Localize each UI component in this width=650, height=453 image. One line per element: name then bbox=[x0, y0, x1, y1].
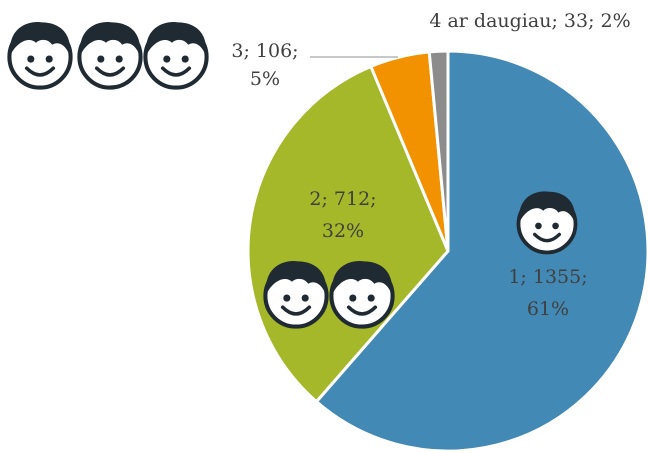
eye bbox=[535, 222, 542, 230]
smile bbox=[532, 232, 562, 243]
eye bbox=[349, 294, 357, 302]
smiley-icon bbox=[7, 21, 73, 90]
pie bbox=[246, 49, 650, 453]
hair bbox=[10, 21, 71, 55]
smiley-icon bbox=[263, 260, 329, 329]
smile bbox=[280, 305, 312, 316]
data-label: 2; 712; bbox=[309, 188, 376, 210]
data-label: 4 ar daugiau; 33; 2% bbox=[429, 10, 630, 32]
pie-slice bbox=[314, 49, 650, 453]
smile bbox=[160, 66, 192, 77]
smiley-icon bbox=[77, 21, 143, 90]
data-label: 5% bbox=[250, 68, 280, 90]
eye bbox=[552, 222, 559, 230]
smiley-icon bbox=[329, 260, 395, 329]
icons bbox=[7, 21, 578, 329]
pie-slice bbox=[427, 49, 450, 253]
data-label: 1; 1355; bbox=[508, 266, 587, 288]
smile bbox=[94, 66, 126, 77]
eye bbox=[283, 294, 291, 302]
eye bbox=[27, 55, 35, 63]
eye bbox=[181, 55, 189, 63]
data-label: 3; 106; bbox=[231, 40, 298, 62]
smiley-icon bbox=[516, 191, 578, 255]
data-label: 32% bbox=[322, 220, 364, 242]
smile bbox=[346, 305, 378, 316]
labels: 1; 1355; 61% 2; 712; 32% 3; 106; 5% 4 ar daugi… bbox=[231, 10, 630, 320]
eye bbox=[163, 55, 171, 63]
eye bbox=[367, 294, 375, 302]
hair bbox=[266, 260, 327, 294]
eye bbox=[115, 55, 123, 63]
hair bbox=[146, 21, 207, 55]
data-label: 61% bbox=[527, 298, 569, 320]
smiley-icon bbox=[143, 21, 209, 90]
hair bbox=[80, 21, 141, 55]
hair bbox=[332, 260, 393, 294]
eye bbox=[45, 55, 53, 63]
smile bbox=[24, 66, 56, 77]
hair bbox=[519, 191, 575, 223]
eye bbox=[301, 294, 309, 302]
eye bbox=[97, 55, 105, 63]
